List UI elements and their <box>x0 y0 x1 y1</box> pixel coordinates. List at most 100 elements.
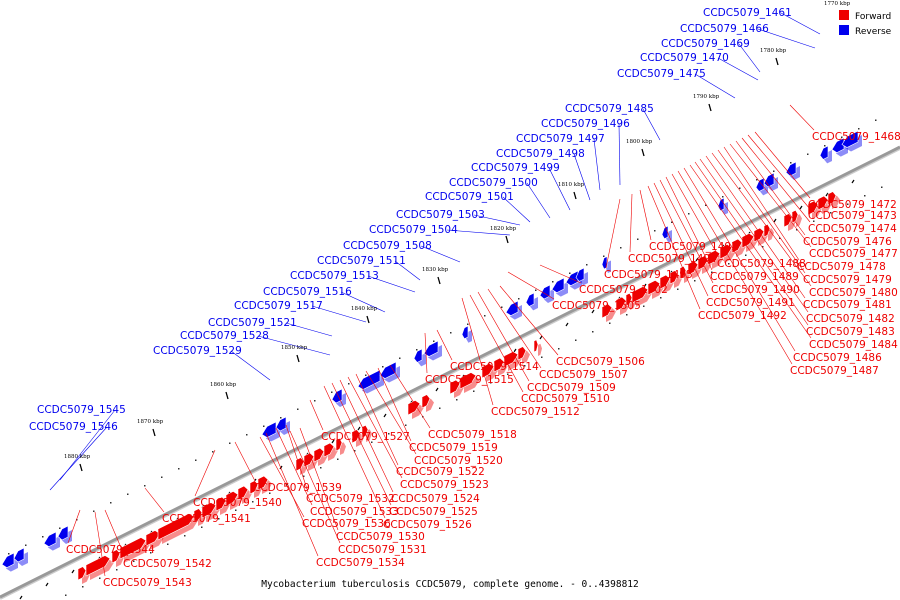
forward-gene-arrow[interactable] <box>669 270 679 285</box>
forward-gene-arrow[interactable] <box>481 363 495 379</box>
forward-gene-label[interactable]: CCDC5079_1527 <box>321 431 410 443</box>
forward-gene-label[interactable]: CCDC5079_1483 <box>806 326 895 338</box>
reverse-gene-label[interactable]: CCDC5079_1485 <box>565 103 654 115</box>
forward-gene-arrow[interactable] <box>351 429 361 444</box>
forward-gene-label[interactable]: CCDC5079_1509 <box>527 382 616 394</box>
reverse-gene-label[interactable]: CCDC5079_1529 <box>153 345 242 357</box>
forward-gene-label[interactable]: CCDC5079_1478 <box>797 261 886 273</box>
reverse-gene-arrow[interactable] <box>1 552 15 568</box>
forward-gene-arrow[interactable] <box>249 480 259 495</box>
reverse-gene-arrow[interactable] <box>661 225 669 240</box>
forward-gene-label[interactable]: CCDC5079_1493 <box>649 241 738 253</box>
forward-gene-label[interactable]: CCDC5079_1506 <box>556 356 645 368</box>
forward-gene-label[interactable]: CCDC5079_1524 <box>391 493 480 505</box>
forward-gene-label[interactable]: CCDC5079_1489 <box>710 271 799 283</box>
forward-gene-label[interactable]: CCDC5079_1526 <box>383 519 472 531</box>
reverse-gene-label[interactable]: CCDC5079_1528 <box>180 330 269 342</box>
forward-gene-label[interactable]: CCDC5079_1525 <box>389 506 478 518</box>
reverse-gene-arrow[interactable] <box>275 416 287 432</box>
forward-gene-label[interactable]: CCDC5079_1477 <box>809 248 898 260</box>
forward-gene-arrow[interactable] <box>225 491 239 507</box>
reverse-gene-label[interactable]: CCDC5079_1497 <box>516 133 605 145</box>
forward-gene-arrow[interactable] <box>679 265 687 280</box>
reverse-gene-label[interactable]: CCDC5079_1498 <box>496 148 585 160</box>
forward-gene-label[interactable]: CCDC5079_1492 <box>698 310 787 322</box>
forward-gene-label[interactable]: CCDC5079_1487 <box>790 365 879 377</box>
forward-gene-arrow[interactable] <box>763 223 771 238</box>
forward-gene-label[interactable]: CCDC5079_1510 <box>521 393 610 405</box>
reverse-gene-label[interactable]: CCDC5079_1469 <box>661 38 750 50</box>
forward-gene-label[interactable]: CCDC5079_1543 <box>103 577 192 589</box>
reverse-gene-arrow[interactable] <box>525 292 535 307</box>
forward-gene-arrow[interactable] <box>625 292 633 307</box>
reverse-gene-arrow[interactable] <box>763 172 775 188</box>
reverse-gene-arrow[interactable] <box>413 348 423 363</box>
forward-gene-arrow[interactable] <box>157 513 195 541</box>
forward-gene-label[interactable]: CCDC5079_1476 <box>803 236 892 248</box>
forward-gene-label[interactable]: CCDC5079_1530 <box>336 531 425 543</box>
forward-gene-arrow[interactable] <box>361 424 369 439</box>
forward-gene-arrow[interactable] <box>687 260 699 276</box>
forward-gene-arrow[interactable] <box>145 530 161 547</box>
reverse-gene-label[interactable]: CCDC5079_1516 <box>263 286 352 298</box>
forward-gene-label[interactable]: CCDC5079_1491 <box>706 297 795 309</box>
reverse-gene-label[interactable]: CCDC5079_1461 <box>703 7 792 19</box>
forward-gene-label[interactable]: CCDC5079_1536 <box>302 518 391 530</box>
reverse-gene-arrow[interactable] <box>785 161 797 177</box>
reverse-gene-label[interactable]: CCDC5079_1475 <box>617 68 706 80</box>
forward-gene-arrow[interactable] <box>517 346 527 361</box>
forward-gene-label[interactable]: CCDC5079_1541 <box>162 513 251 525</box>
reverse-gene-label[interactable]: CCDC5079_1521 <box>208 317 297 329</box>
forward-gene-arrow[interactable] <box>201 502 217 519</box>
forward-gene-label[interactable]: CCDC5079_1481 <box>803 299 892 311</box>
forward-gene-arrow[interactable] <box>601 303 613 319</box>
forward-gene-label[interactable]: CCDC5079_1484 <box>809 339 898 351</box>
forward-gene-arrow[interactable] <box>449 379 461 395</box>
forward-gene-arrow[interactable] <box>237 485 249 501</box>
forward-gene-arrow[interactable] <box>493 357 505 373</box>
forward-gene-label[interactable]: CCDC5079_1515 <box>425 374 514 386</box>
reverse-gene-label[interactable]: CCDC5079_1517 <box>234 300 323 312</box>
forward-gene-label[interactable]: CCDC5079_1488 <box>717 258 806 270</box>
forward-gene-label[interactable]: CCDC5079_1502 <box>579 284 668 296</box>
forward-gene-label[interactable]: CCDC5079_1480 <box>809 287 898 299</box>
forward-gene-label[interactable]: CCDC5079_1482 <box>806 313 895 325</box>
forward-gene-arrow[interactable] <box>807 200 819 216</box>
forward-gene-label[interactable]: CCDC5079_1540 <box>193 497 282 509</box>
forward-gene-arrow[interactable] <box>421 394 431 409</box>
forward-gene-arrow[interactable] <box>631 286 649 304</box>
forward-gene-arrow[interactable] <box>111 549 121 564</box>
reverse-gene-label[interactable]: CCDC5079_1501 <box>425 191 514 203</box>
forward-gene-label[interactable]: CCDC5079_1522 <box>396 466 485 478</box>
forward-gene-label[interactable]: CCDC5079_1523 <box>400 479 489 491</box>
forward-gene-label[interactable]: CCDC5079_1520 <box>414 455 503 467</box>
reverse-gene-label[interactable]: CCDC5079_1470 <box>640 52 729 64</box>
reverse-gene-label[interactable]: CCDC5079_1508 <box>343 240 432 252</box>
reverse-gene-arrow[interactable] <box>13 547 25 563</box>
forward-gene-label[interactable]: CCDC5079_1514 <box>450 361 539 373</box>
reverse-gene-arrow[interactable] <box>505 300 519 316</box>
reverse-gene-arrow[interactable] <box>379 361 397 379</box>
forward-gene-arrow[interactable] <box>303 452 315 468</box>
reverse-gene-arrow[interactable] <box>601 256 608 270</box>
forward-gene-label[interactable]: CCDC5079_1518 <box>428 429 517 441</box>
forward-gene-arrow[interactable] <box>615 296 627 312</box>
forward-gene-arrow[interactable] <box>335 437 343 452</box>
reverse-gene-label[interactable]: CCDC5079_1499 <box>471 162 560 174</box>
forward-gene-label[interactable]: CCDC5079_1479 <box>803 274 892 286</box>
forward-gene-label[interactable]: CCDC5079_1505 <box>552 300 641 312</box>
forward-gene-arrow[interactable] <box>323 442 335 458</box>
forward-gene-label[interactable]: CCDC5079_1544 <box>66 544 155 556</box>
reverse-gene-label[interactable]: CCDC5079_1545 <box>37 404 126 416</box>
forward-gene-arrow[interactable] <box>407 400 421 416</box>
forward-gene-label[interactable]: CCDC5079_1512 <box>491 406 580 418</box>
forward-gene-arrow[interactable] <box>313 447 325 463</box>
forward-gene-arrow[interactable] <box>119 537 147 560</box>
reverse-gene-arrow[interactable] <box>841 130 859 148</box>
forward-gene-label[interactable]: CCDC5079_1473 <box>808 210 897 222</box>
reverse-gene-label[interactable]: CCDC5079_1500 <box>449 177 538 189</box>
forward-gene-label[interactable]: CCDC5079_1519 <box>409 442 498 454</box>
forward-gene-label[interactable]: CCDC5079_1531 <box>338 544 427 556</box>
forward-gene-label[interactable]: CCDC5079_1507 <box>539 369 628 381</box>
reverse-gene-arrow[interactable] <box>755 177 765 192</box>
